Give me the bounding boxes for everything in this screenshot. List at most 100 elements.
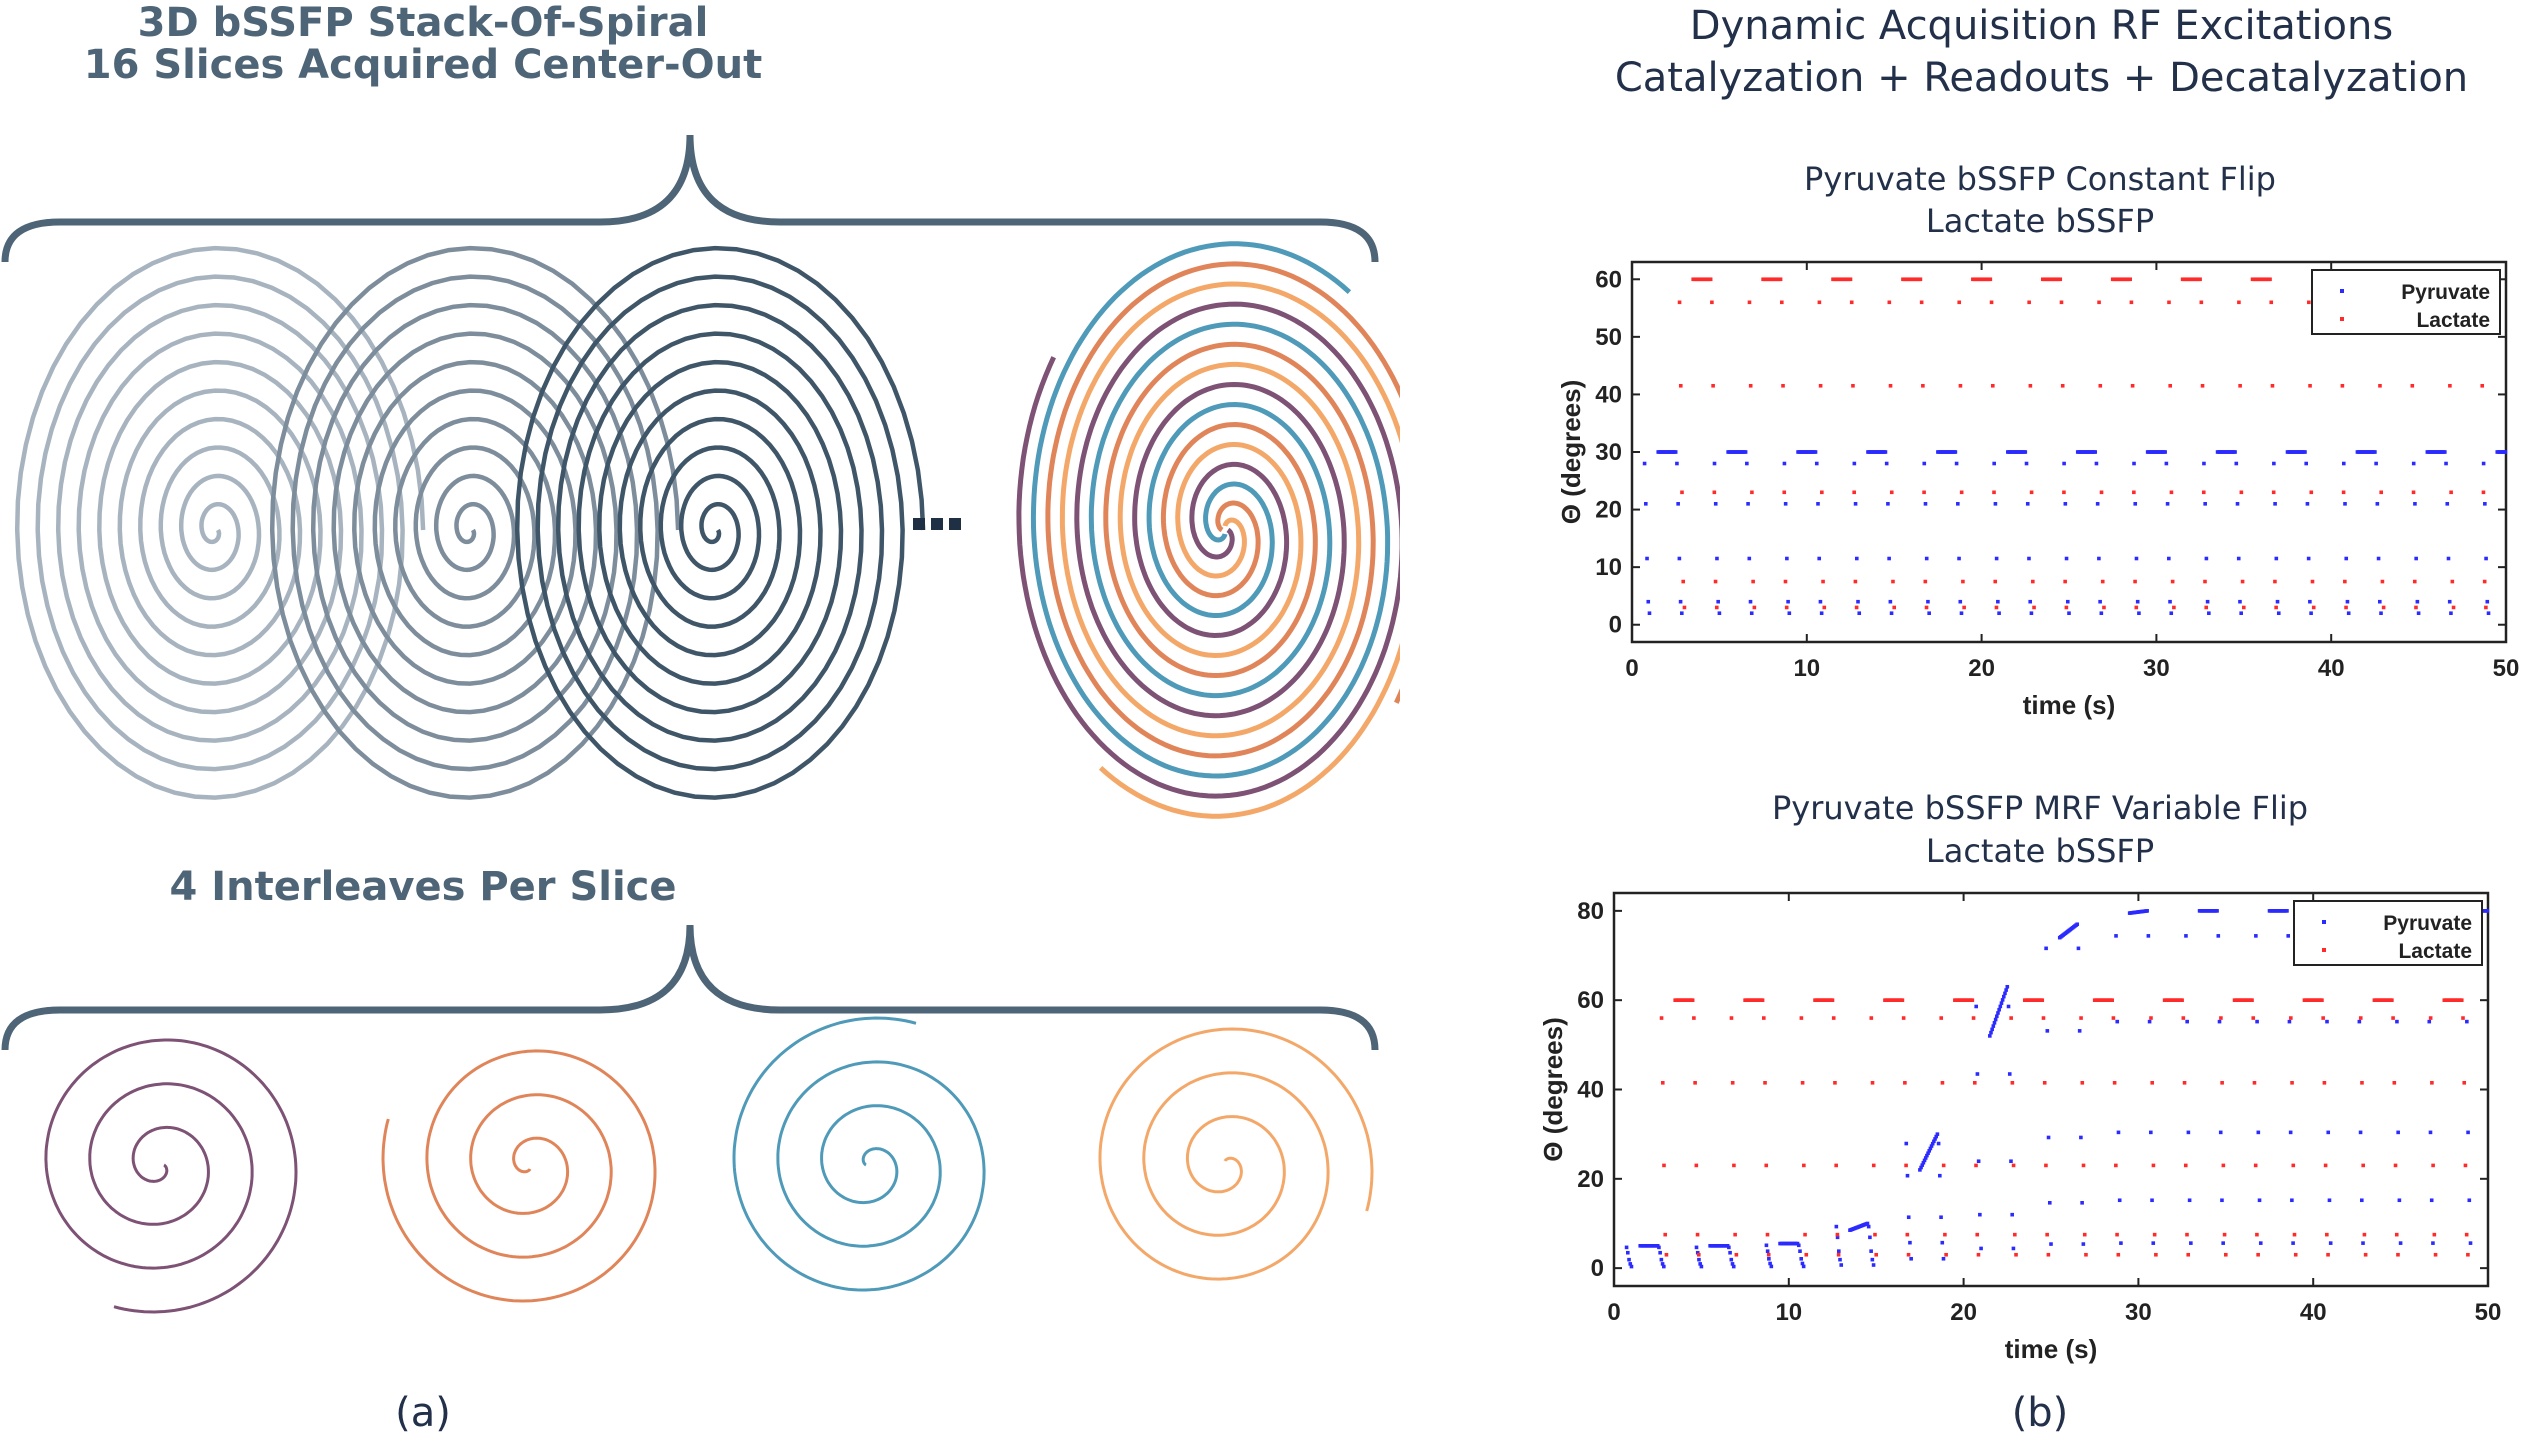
chart2-pyruvate-point [1928, 1146, 1933, 1151]
chart1-lactate-point [1892, 605, 1896, 610]
chart2-lactate-point [2219, 1016, 2223, 1020]
chart2-lactate-point [1900, 998, 1905, 1002]
chart2-pyruvate-point [1730, 1262, 1735, 1266]
chart1-pyruvate-point [2376, 556, 2381, 561]
chart2-pyruvate-point [2185, 1019, 2189, 1024]
chart2-lactate-point [2321, 1016, 2325, 1020]
chart1-pyruvate-point [2094, 461, 2099, 466]
chart1-lactate-point [2308, 383, 2312, 388]
chart1-lactate-point [2448, 383, 2452, 388]
chart1-pyruvate-point [1646, 599, 1651, 604]
chart2-pyruvate-point [1909, 1256, 1913, 1261]
chart2-ytick-label: 80 [1577, 898, 1604, 925]
chart2-lactate-point [1762, 1016, 1766, 1020]
chart1-lactate-point [2484, 605, 2488, 610]
chart1-lactate-point [2170, 579, 2175, 584]
chart1-lactate-point [1708, 277, 1713, 282]
chart1-legend [2311, 269, 2501, 335]
panel-b-title-line1: Dynamic Acquisition RF Excitations [1689, 3, 2394, 49]
chart1-pyruvate-point [2204, 556, 2209, 561]
chart1-pyruvate-point [1675, 461, 1679, 466]
chart1-ytick-label: 0 [1609, 612, 1622, 639]
chart1-lactate-point [1783, 579, 1788, 584]
chart2-lactate-point [1944, 1252, 1948, 1257]
chart2-points [1624, 909, 2490, 1269]
chart2-pyruvate-point [2468, 1241, 2473, 1245]
chart2-pyruvate-point [1976, 1159, 1981, 1164]
chart2-pyruvate-point [1727, 1245, 1731, 1250]
chart1-pyruvate-point [1854, 556, 1859, 561]
chart2-ytick-label: 60 [1577, 987, 1604, 1014]
chart1-lactate-point [1988, 277, 1993, 282]
chart1-lactate-point [1854, 605, 1859, 610]
chart1-pyruvate-point [2274, 556, 2279, 561]
chart2-xtick-label: 0 [1607, 1299, 1620, 1326]
chart2-pyruvate-point [1836, 1249, 1841, 1253]
chart2-pyruvate-point [1865, 1221, 1870, 1226]
chart1-pyruvate-point [1746, 502, 1750, 506]
chart1-pyruvate-point [1884, 461, 1889, 466]
chart2-lactate-point [2253, 1163, 2258, 1168]
chart2-pyruvate-point [1768, 1261, 1772, 1266]
chart2-pyruvate-point [1935, 1132, 1940, 1136]
chart1-lactate-point [1852, 490, 1856, 495]
chart1-lactate-point [1678, 383, 1683, 388]
chart2-lactate-point [2151, 1163, 2156, 1168]
chart1-pyruvate-point [2167, 556, 2171, 561]
chart2-lactate-point [2082, 1232, 2087, 1237]
chart2-lactate-point [2181, 1016, 2186, 1020]
chart1-pyruvate-point [2443, 450, 2447, 454]
chart1-lactate-point [1848, 277, 1853, 282]
chart2-pyruvate-point [1801, 1264, 1806, 1269]
chart2-pyruvate-point [1624, 1245, 1629, 1250]
chart1-lactate-point [2029, 490, 2034, 495]
chart1-pyruvate-point [2163, 450, 2167, 454]
chart2-pyruvate-point [1933, 1137, 1937, 1141]
chart1-pyruvate-point [2415, 599, 2420, 604]
chart1-pyruvate-point [1889, 611, 1894, 616]
chart2-lactate-point [1734, 1252, 1739, 1257]
chart1-pyruvate-point [1680, 611, 1684, 616]
chart1-pyruvate-point [2207, 611, 2211, 616]
chart1-pyruvate-point [2374, 461, 2378, 466]
chart1-pyruvate-point [2483, 502, 2487, 506]
chart2-pyruvate-point [1926, 1151, 1930, 1156]
chart1-lactate-point [2237, 300, 2241, 305]
chart2-lactate-point [2322, 1081, 2327, 1085]
chart1-lactate-point [2100, 579, 2105, 584]
chart1-lactate-point [2059, 300, 2064, 305]
ellipsis-icon [913, 518, 961, 530]
chart1-lactate-point [1853, 579, 1858, 584]
chart1-pyruvate-point [2273, 502, 2277, 506]
chart2-lactate-point [2430, 1081, 2434, 1085]
chart1-lactate-point [2309, 490, 2314, 495]
chart1-pyruvate-point [2309, 611, 2313, 616]
chart1-pyruvate-point [1886, 502, 1890, 506]
chart2-lactate-point [1664, 1252, 1669, 1257]
chart1-pyruvate-point [2135, 599, 2140, 604]
chart1-pyruvate-point [2446, 556, 2451, 561]
chart2-lactate-point [1696, 1252, 1701, 1257]
chart2-pyruvate-point [2117, 1198, 2122, 1203]
chart2-lactate-point [1874, 1252, 1878, 1257]
chart1-lactate-point [2167, 300, 2171, 305]
chart2-pyruvate-point [2009, 1159, 2013, 1164]
chart1-ytick-label: 60 [1595, 266, 1622, 293]
chart1-lactate-point [1752, 605, 1757, 610]
chart1-pyruvate-point [1888, 599, 1893, 604]
chart2-lactate-point [2392, 1081, 2397, 1085]
chart2-lactate-point [1804, 1252, 1809, 1257]
chart2-pyruvate-point [1941, 1256, 1946, 1261]
last-slice-interleave-1 [1016, 301, 1400, 799]
chart1-pyruvate-point [1748, 599, 1753, 604]
chart2-pyruvate-point [1731, 1264, 1736, 1269]
chart2-pyruvate-point [2427, 1019, 2432, 1024]
chart2-pyruvate-point [2359, 1198, 2364, 1203]
chart2-lactate-point [2182, 1081, 2187, 1085]
chart2-lactate-point [2289, 1016, 2293, 1020]
chart2-lactate-point [1692, 1016, 1696, 1020]
chart2-pyruvate-point [1659, 1257, 1664, 1262]
chart2-lactate-point [2013, 1232, 2017, 1237]
chart1-pyruvate-point [1996, 599, 2000, 604]
chart1-lactate-point [2060, 383, 2065, 388]
